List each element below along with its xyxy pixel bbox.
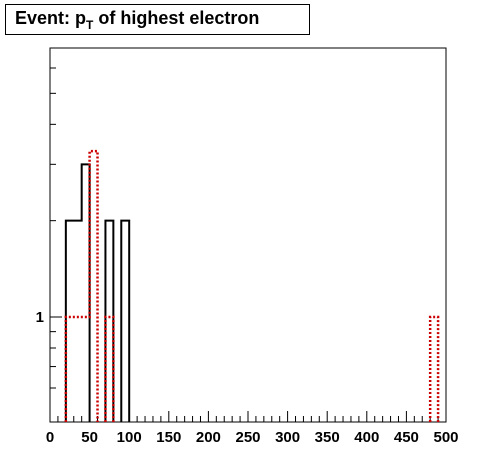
x-tick-label: 200 [196,429,221,446]
x-tick-label: 350 [315,429,340,446]
x-tick-label: 0 [46,429,54,446]
title-prefix: Event: p [15,8,87,28]
chart-title: Event: pT of highest electron [15,8,260,32]
plot-frame [49,47,447,423]
x-axis-ticks [49,411,447,422]
series-layer [64,149,440,422]
histogram-series-2 [64,149,440,422]
title-suffix: of highest electron [93,8,260,28]
chart-title-box: Event: pT of highest electron [5,4,310,35]
x-tick-label: 250 [235,429,260,446]
x-tick-label: 150 [156,429,181,446]
x-tick-label: 100 [117,429,142,446]
y-axis-ticks [50,67,62,389]
x-tick-label: 300 [275,429,300,446]
x-tick-label: 500 [433,429,458,446]
x-tick-label: 50 [81,429,98,446]
title-subscript: T [86,18,94,32]
x-axis-tick-labels: 0 50 100 150 200 250 300 350 400 450 500 [46,429,459,446]
histogram-line [64,149,440,422]
y-axis-tick-labels: 1 [36,309,44,326]
y-tick-label: 1 [36,309,44,326]
x-tick-label: 400 [354,429,379,446]
x-tick-label: 450 [394,429,419,446]
